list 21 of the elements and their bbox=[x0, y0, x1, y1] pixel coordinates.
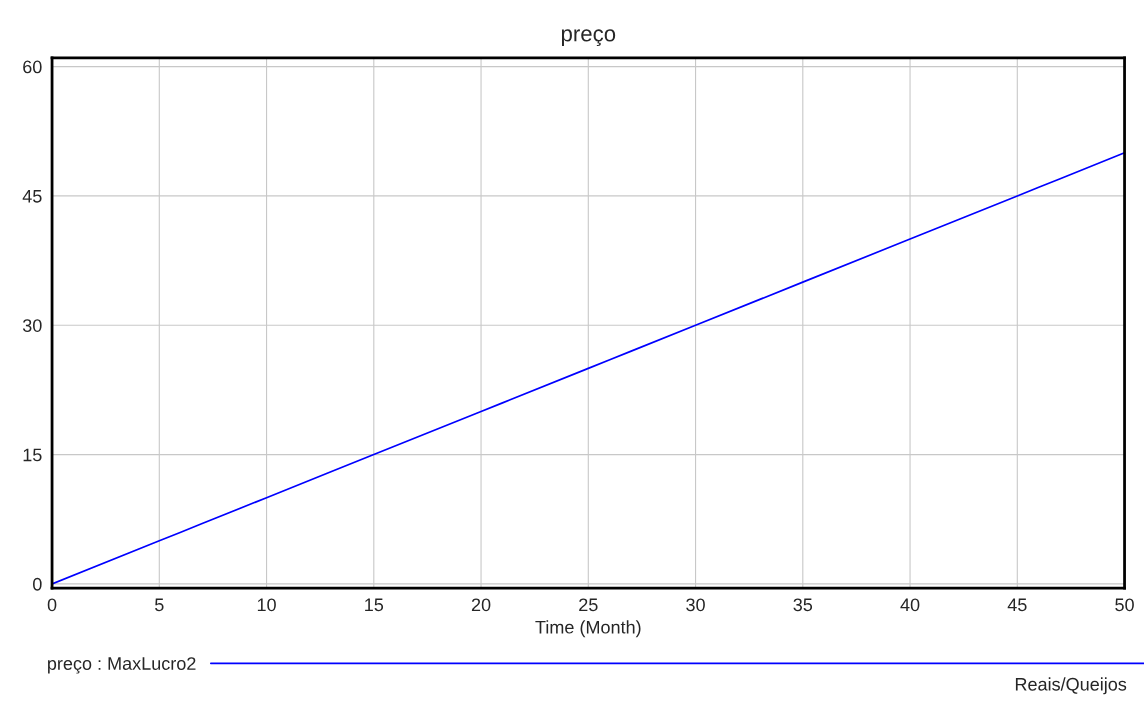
chart-title: preço bbox=[561, 29, 616, 47]
x-tick-label: 45 bbox=[1007, 598, 1027, 612]
y-tick-label: 45 bbox=[22, 190, 42, 203]
x-tick-label: 10 bbox=[257, 598, 276, 612]
y-tick-label: 0 bbox=[32, 577, 42, 591]
text: Reais/Queijos bbox=[1015, 677, 1127, 695]
x-tick-label: 25 bbox=[579, 598, 598, 612]
text: preço : MaxLucro2 bbox=[48, 657, 196, 674]
x-tick-label: 40 bbox=[900, 598, 920, 612]
x-tick-label: 20 bbox=[471, 598, 491, 612]
x-tick-label: 30 bbox=[686, 598, 705, 612]
y-tick-label: 15 bbox=[23, 448, 42, 462]
x-tick-label: 35 bbox=[793, 598, 813, 612]
x-tick-label: 50 bbox=[1115, 598, 1134, 612]
x-tick-label: 0 bbox=[47, 598, 57, 612]
y-tick-label: 30 bbox=[22, 319, 42, 332]
line-series bbox=[52, 151, 1125, 585]
x-tick-label: 5 bbox=[155, 598, 164, 612]
y-tick-label: 60 bbox=[23, 60, 42, 74]
x-tick-label: 15 bbox=[365, 598, 384, 612]
x-axis-title: Time (Month) bbox=[535, 620, 641, 638]
